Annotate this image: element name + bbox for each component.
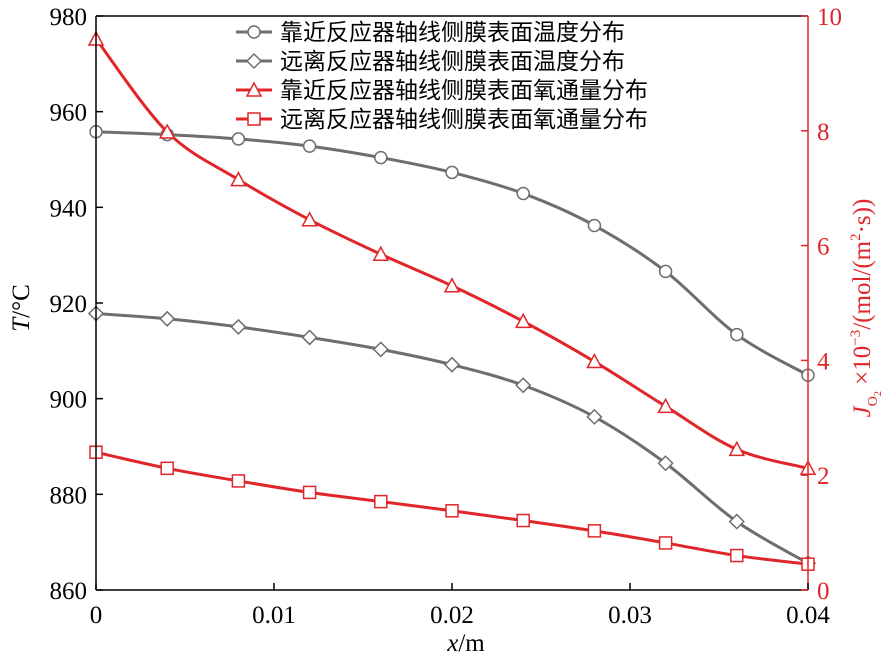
legend: 靠近反应器轴线侧膜表面温度分布远离反应器轴线侧膜表面温度分布靠近反应器轴线侧膜表… bbox=[236, 20, 648, 133]
legend-entry-2: 远离反应器轴线侧膜表面温度分布 bbox=[236, 49, 625, 75]
x-axis-var: x bbox=[446, 630, 458, 657]
series-layer bbox=[87, 30, 817, 572]
right-y-axis-unit-b: ·s)) bbox=[849, 199, 876, 234]
series-4-point bbox=[231, 474, 246, 488]
axes: 0 0.01 0.02 0.03 0.04 860 880 900 920 940 960 980 0 2… bbox=[50, 4, 843, 629]
legend-entry-1: 靠近反应器轴线侧膜表面温度分布 bbox=[236, 20, 625, 46]
legend-label: 远离反应器轴线侧膜表面温度分布 bbox=[280, 49, 625, 75]
series-3-point bbox=[230, 171, 247, 187]
left-y-tick-label: 900 bbox=[50, 387, 88, 414]
left-y-tick-label: 880 bbox=[50, 482, 88, 509]
series-2-point bbox=[230, 318, 247, 335]
right-y-axis-exponent: −3 bbox=[848, 330, 864, 346]
legend-label: 远离反应器轴线侧膜表面氧通量分布 bbox=[280, 107, 648, 133]
right-y-tick-label: 6 bbox=[817, 234, 830, 261]
series-2-point bbox=[443, 356, 461, 373]
x-tick-label: 0.02 bbox=[430, 602, 474, 629]
series-4-point bbox=[374, 494, 388, 509]
series-2-point bbox=[657, 455, 674, 472]
legend-label: 靠近反应器轴线侧膜表面温度分布 bbox=[280, 20, 625, 46]
x-axis-title: x/m bbox=[446, 630, 485, 657]
series-1-point bbox=[374, 150, 388, 165]
series-4-point bbox=[730, 548, 744, 563]
legend-marker bbox=[247, 25, 261, 39]
legend-marker bbox=[245, 81, 263, 97]
series-4-point bbox=[302, 485, 317, 500]
series-1-point bbox=[658, 264, 673, 279]
legend-entry-4: 远离反应器轴线侧膜表面氧通量分布 bbox=[236, 107, 648, 133]
series-3-point bbox=[657, 397, 674, 414]
left-y-axis-var: T bbox=[8, 316, 35, 332]
x-axis-unit: /m bbox=[458, 630, 485, 657]
right-y-tick-label: 8 bbox=[817, 119, 830, 146]
legend-label: 靠近反应器轴线侧膜表面氧通量分布 bbox=[280, 78, 648, 104]
series-3-point bbox=[301, 211, 318, 227]
left-y-tick-label: 980 bbox=[50, 4, 88, 31]
left-y-tick-label: 940 bbox=[50, 195, 88, 222]
x-tick-label: 0.01 bbox=[252, 602, 296, 629]
series-2-line bbox=[95, 312, 809, 565]
series-2-point bbox=[586, 408, 603, 425]
left-y-axis-unit: /°C bbox=[8, 284, 35, 318]
series-3-point bbox=[586, 352, 603, 369]
right-y-axis-unit-a: /(mol/(m bbox=[849, 240, 876, 329]
left-y-tick-label: 920 bbox=[50, 291, 88, 318]
right-y-axis-var: J bbox=[849, 404, 876, 417]
series-4-point bbox=[445, 504, 459, 518]
right-y-axis-sup2: 2 bbox=[848, 233, 864, 241]
series-2-point bbox=[372, 341, 389, 358]
left-y-tick-label: 960 bbox=[50, 100, 88, 127]
series-2-point bbox=[159, 310, 176, 327]
right-y-axis-title: JO2 ×10−3/(mol/(m2·s)) bbox=[848, 199, 884, 418]
legend-entry-3: 靠近反应器轴线侧膜表面氧通量分布 bbox=[236, 78, 648, 104]
legend-marker bbox=[247, 112, 261, 126]
legend-marker bbox=[245, 52, 263, 70]
right-y-tick-label: 0 bbox=[817, 578, 830, 605]
series-2-point bbox=[301, 329, 318, 346]
x-tick-label: 0 bbox=[90, 602, 103, 629]
series-4-point bbox=[587, 524, 602, 538]
series-4-point bbox=[160, 461, 174, 476]
series-3-point bbox=[514, 312, 532, 329]
right-y-axis-subsub: 2 bbox=[873, 391, 884, 396]
series-1-point bbox=[231, 132, 246, 146]
series-1 bbox=[89, 125, 815, 382]
right-y-tick-label: 10 bbox=[817, 4, 842, 31]
series-2-point bbox=[515, 377, 532, 394]
series-4-point bbox=[658, 536, 673, 550]
series-1-point bbox=[730, 327, 744, 342]
series-1-point bbox=[516, 186, 530, 201]
left-y-axis-title: T/°C bbox=[8, 284, 35, 332]
x-tick-label: 0.03 bbox=[608, 602, 652, 629]
right-y-axis-sub: O bbox=[866, 396, 881, 406]
right-y-axis-multiplier: ×10 bbox=[849, 346, 876, 391]
series-3-point bbox=[372, 245, 390, 261]
series-1-point bbox=[302, 139, 317, 153]
series-1-point bbox=[445, 165, 459, 180]
series-2-point bbox=[728, 513, 745, 530]
series-3-point bbox=[728, 440, 746, 457]
series-2 bbox=[87, 305, 817, 572]
right-y-tick-label: 2 bbox=[817, 463, 830, 490]
series-3 bbox=[87, 30, 817, 476]
left-y-tick-label: 860 bbox=[50, 578, 88, 605]
series-4 bbox=[89, 445, 815, 571]
right-y-tick-label: 4 bbox=[817, 348, 830, 375]
x-tick-label: 0.04 bbox=[786, 602, 830, 629]
series-3-point bbox=[443, 277, 461, 293]
series-1-point bbox=[587, 218, 602, 233]
series-3-point bbox=[158, 123, 176, 139]
series-4-point bbox=[516, 513, 530, 528]
